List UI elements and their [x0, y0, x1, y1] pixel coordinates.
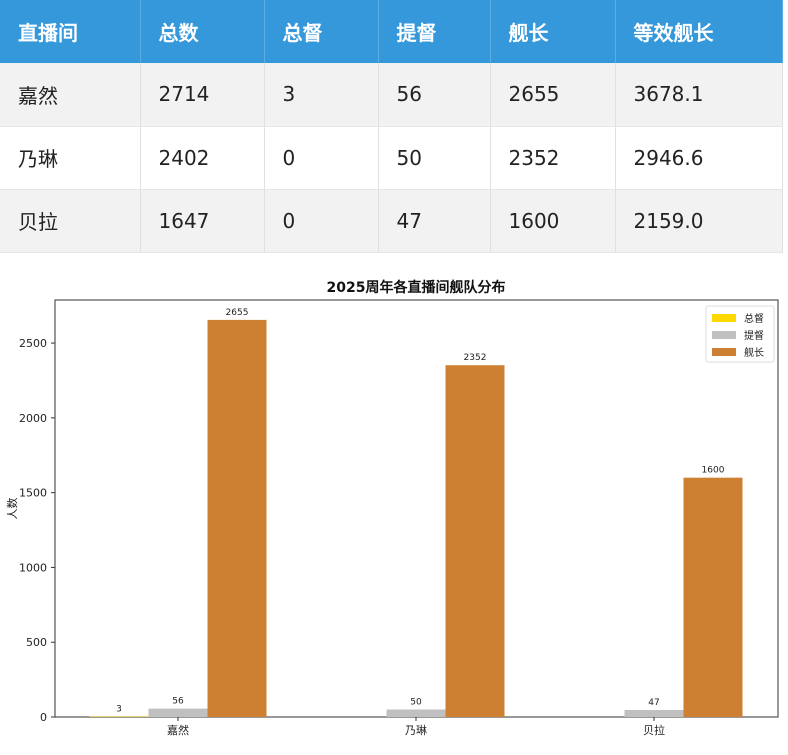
column-header: 总数	[140, 0, 265, 63]
column-header: 舰长	[490, 0, 616, 63]
x-tick-label: 贝拉	[643, 723, 665, 737]
data-label: 1600	[702, 466, 725, 476]
bar-舰长	[683, 477, 743, 717]
table-cell: 2714	[140, 63, 265, 127]
table-row: 贝拉 1647 0 47 1600 2159.0	[0, 189, 783, 253]
data-label: 3	[116, 705, 122, 715]
chart-title: 2025周年各直播间舰队分布	[327, 279, 506, 296]
column-header: 直播间	[0, 0, 141, 63]
table-cell: 嘉然	[0, 63, 141, 127]
legend-swatch	[712, 314, 736, 322]
table-cell: 2655	[490, 63, 616, 127]
table-cell: 2352	[490, 126, 616, 190]
y-tick-label: 500	[26, 636, 47, 649]
legend-label: 总督	[744, 312, 764, 325]
table-cell: 2159.0	[615, 189, 783, 253]
table-cell: 1600	[490, 189, 616, 253]
data-label: 56	[172, 697, 184, 707]
table-cell: 3	[264, 63, 379, 127]
x-tick-label: 嘉然	[167, 723, 189, 737]
data-label: 2655	[226, 308, 249, 318]
y-tick-label: 1500	[19, 487, 47, 500]
column-header: 等效舰长	[615, 0, 783, 63]
y-axis-label: 人数	[6, 498, 19, 520]
y-tick-label: 2000	[19, 412, 47, 425]
legend-label: 舰长	[744, 346, 764, 359]
bar-舰长	[207, 319, 267, 717]
table-cell: 贝拉	[0, 189, 141, 253]
table-cell: 50	[378, 126, 491, 190]
plot-frame	[54, 299, 779, 718]
bar-提督	[148, 708, 208, 717]
table-cell: 47	[378, 189, 491, 253]
legend-swatch	[712, 331, 736, 339]
legend-label: 提督	[744, 329, 764, 342]
table-row: 乃琳 2402 0 50 2352 2946.6	[0, 126, 783, 190]
y-tick-label: 2500	[19, 337, 47, 350]
fleet-table: 直播间 总数 总督 提督 舰长 等效舰长 嘉然 2714 3 56 2655 3678.1 乃琳 240…	[0, 0, 783, 253]
column-header: 总督	[264, 0, 379, 63]
table-cell: 乃琳	[0, 126, 141, 190]
table-cell: 56	[378, 63, 491, 127]
table-cell: 3678.1	[615, 63, 783, 127]
y-tick-label: 1000	[19, 561, 47, 574]
x-tick-label: 乃琳	[405, 723, 427, 737]
data-label: 2352	[464, 353, 487, 363]
column-header: 提督	[378, 0, 491, 63]
table-cell: 0	[264, 126, 379, 190]
table-row: 嘉然 2714 3 56 2655 3678.1	[0, 63, 783, 127]
data-label: 47	[648, 698, 659, 708]
bar-提督	[624, 709, 684, 717]
legend-swatch	[712, 348, 736, 356]
y-tick-label: 0	[40, 711, 47, 724]
table-cell: 0	[264, 189, 379, 253]
bar-提督	[386, 709, 446, 717]
bar-舰长	[445, 365, 505, 717]
table-cell: 2946.6	[615, 126, 783, 190]
table-cell: 2402	[140, 126, 265, 190]
data-label: 50	[410, 698, 422, 708]
table-cell: 1647	[140, 189, 265, 253]
